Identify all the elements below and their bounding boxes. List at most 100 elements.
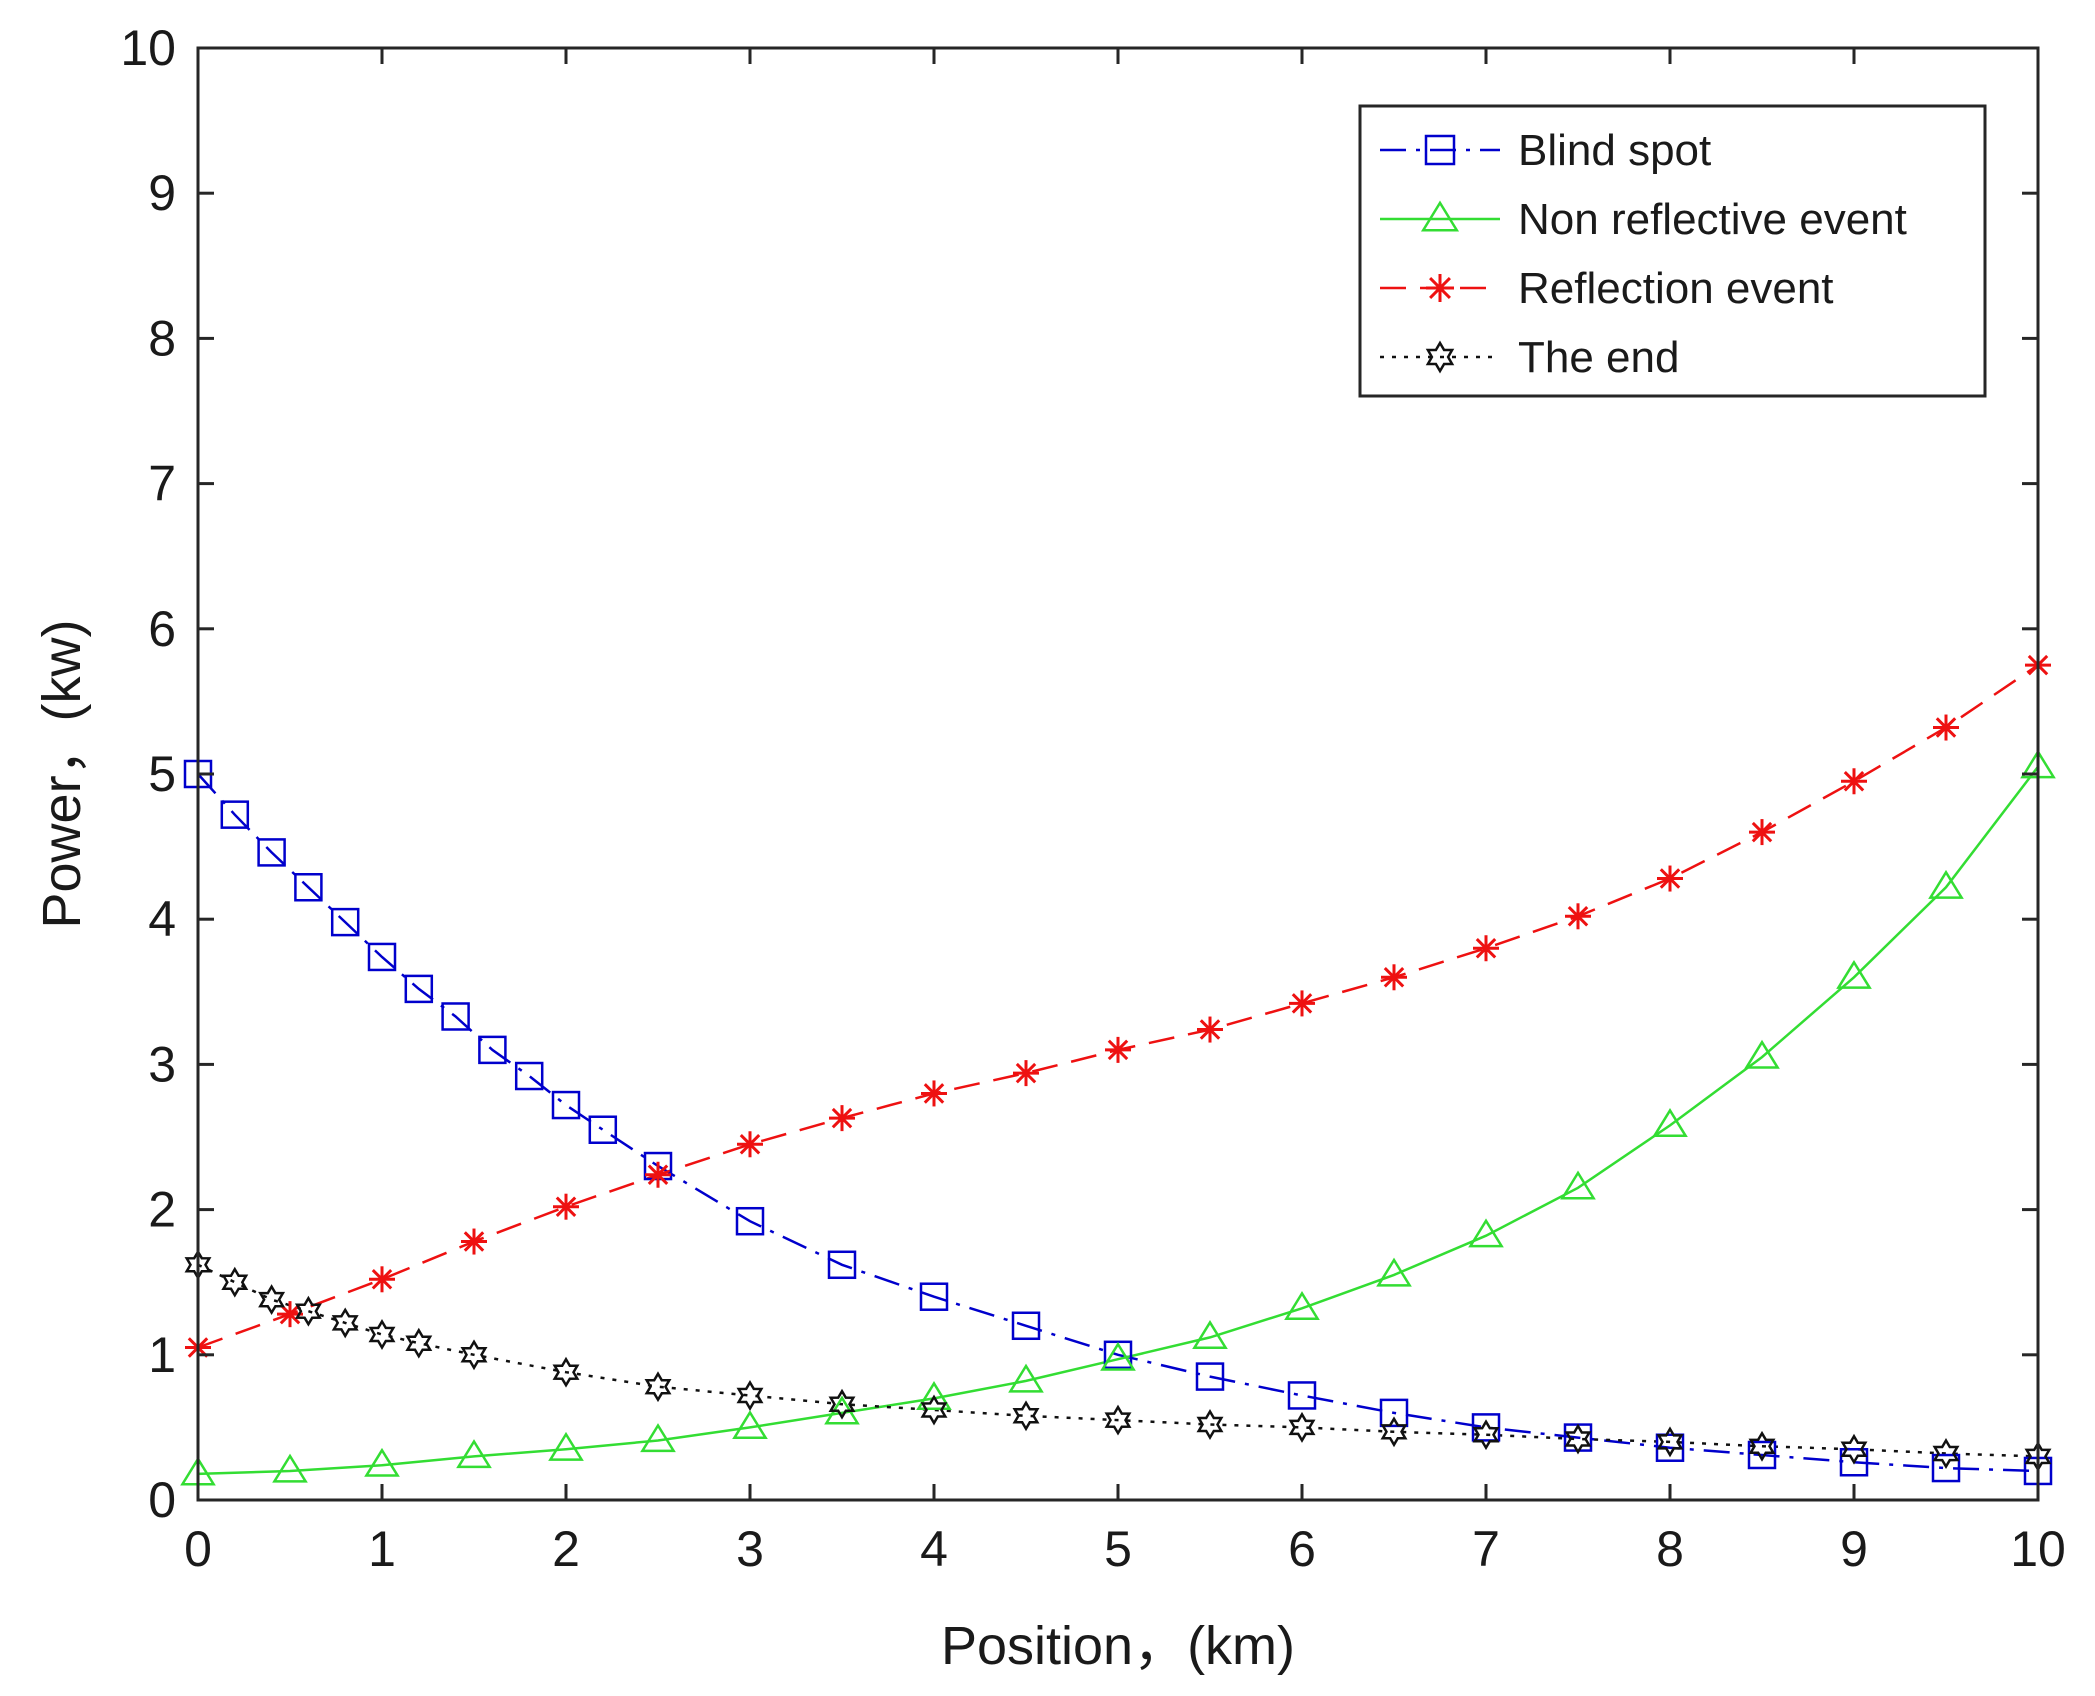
y-tick-label: 3 — [148, 1036, 176, 1092]
data-point-non-reflective-event — [548, 1431, 584, 1461]
data-point-blind-spot — [1379, 1398, 1409, 1428]
x-tick-label: 4 — [920, 1521, 948, 1577]
data-point-reflection-event — [1473, 935, 1499, 962]
data-point-the-end — [644, 1371, 672, 1403]
legend-marker-reflection-event — [1426, 274, 1454, 302]
data-point-reflection-event — [1565, 903, 1591, 930]
series-line-blind-spot — [197, 773, 2039, 1473]
y-axis-title: Power，(kw) — [32, 619, 92, 928]
data-point-the-end — [294, 1295, 322, 1327]
x-tick-label: 9 — [1840, 1521, 1868, 1577]
series-markers — [180, 652, 2056, 1486]
series-markers-the-end — [184, 1249, 2052, 1472]
x-tick-label: 3 — [736, 1521, 764, 1577]
legend-label-non-reflective-event: Non reflective event — [1518, 195, 1907, 244]
data-point-blind-spot — [257, 838, 286, 867]
data-point-reflection-event — [461, 1228, 487, 1255]
legend-marker-non-reflective-event — [1420, 200, 1460, 232]
data-point-the-end — [828, 1388, 856, 1420]
x-tick-label: 0 — [184, 1521, 212, 1577]
x-tick-label: 7 — [1472, 1521, 1500, 1577]
data-point-reflection-event — [645, 1161, 671, 1188]
y-tick-label: 10 — [120, 20, 176, 76]
data-point-blind-spot — [1195, 1362, 1225, 1391]
y-tick-label: 8 — [148, 310, 176, 366]
x-axis-title: Position，(km) — [941, 1616, 1295, 1676]
data-point-the-end — [258, 1284, 286, 1316]
data-point-reflection-event — [1381, 964, 1407, 991]
data-point-blind-spot — [588, 1115, 618, 1144]
data-point-blind-spot — [1655, 1433, 1685, 1462]
legend-marker-the-end — [1425, 340, 1455, 374]
data-point-blind-spot — [514, 1061, 544, 1091]
legend-item-the-end: The end — [1380, 333, 1679, 382]
data-point-non-reflective-event — [364, 1447, 400, 1477]
legend-label-blind-spot: Blind spot — [1518, 126, 1711, 175]
data-point-the-end — [552, 1356, 580, 1388]
data-point-the-end — [221, 1266, 249, 1298]
data-point-the-end — [1932, 1438, 1960, 1469]
data-point-the-end — [1564, 1423, 1592, 1455]
data-point-reflection-event — [921, 1080, 947, 1107]
x-tick-label: 8 — [1656, 1521, 1684, 1577]
data-point-non-reflective-event — [272, 1453, 308, 1483]
data-point-blind-spot — [220, 800, 250, 829]
data-point-non-reflective-event — [1652, 1108, 1688, 1138]
data-point-blind-spot — [1287, 1381, 1317, 1410]
data-point-non-reflective-event — [732, 1410, 768, 1440]
data-point-the-end — [1104, 1404, 1132, 1436]
y-tick-label: 7 — [148, 456, 176, 512]
data-point-non-reflective-event — [1192, 1320, 1228, 1350]
y-tick-label: 6 — [148, 601, 176, 657]
data-point-the-end — [1380, 1416, 1408, 1448]
legend: Blind spot Non reflective event Reflection… — [1358, 104, 1987, 398]
data-point-non-reflective-event — [1100, 1341, 1136, 1371]
data-point-non-reflective-event — [456, 1439, 492, 1469]
data-point-reflection-event — [1749, 819, 1775, 846]
x-axis: 0 1 2 3 4 5 6 7 8 9 10 — [184, 48, 2066, 1577]
data-point-the-end — [1840, 1433, 1868, 1465]
data-point-reflection-event — [1013, 1060, 1039, 1087]
legend-item-reflection-event: Reflection event — [1380, 264, 1834, 313]
data-point-reflection-event — [1657, 865, 1683, 892]
x-tick-label: 6 — [1288, 1521, 1316, 1577]
data-point-blind-spot — [1839, 1447, 1869, 1477]
data-point-the-end — [1288, 1411, 1316, 1443]
data-point-blind-spot — [404, 974, 434, 1004]
data-point-the-end — [1656, 1426, 1684, 1458]
series-line-non-reflective-event — [197, 765, 2039, 1476]
data-point-the-end — [1748, 1430, 1776, 1462]
data-point-the-end — [368, 1319, 396, 1350]
data-point-non-reflective-event — [1008, 1363, 1044, 1393]
data-point-the-end — [405, 1327, 433, 1359]
data-point-blind-spot — [441, 1002, 470, 1031]
legend-item-blind-spot: Blind spot — [1380, 126, 1711, 175]
y-tick-label: 4 — [148, 891, 176, 947]
data-point-blind-spot — [827, 1250, 857, 1280]
data-point-blind-spot — [330, 907, 360, 937]
y-axis: 0 1 2 3 4 5 6 7 8 9 10 — [120, 20, 2038, 1528]
data-point-blind-spot — [1747, 1440, 1777, 1470]
y-tick-label: 5 — [148, 746, 176, 802]
data-point-non-reflective-event — [1284, 1291, 1320, 1320]
data-point-reflection-event — [369, 1266, 395, 1293]
legend-marker-blind-spot — [1424, 134, 1456, 166]
data-point-non-reflective-event — [916, 1381, 952, 1411]
data-point-blind-spot — [551, 1090, 581, 1120]
series-markers-reflection-event — [185, 652, 2051, 1361]
data-point-non-reflective-event — [1376, 1257, 1412, 1287]
data-point-reflection-event — [1105, 1036, 1131, 1063]
data-point-blind-spot — [478, 1035, 507, 1065]
data-point-blind-spot — [1011, 1311, 1041, 1341]
data-point-non-reflective-event — [640, 1423, 676, 1453]
series-line-the-end — [197, 1263, 2039, 1458]
x-tick-label: 2 — [552, 1521, 580, 1577]
data-point-reflection-event — [1289, 990, 1315, 1017]
data-point-the-end — [460, 1339, 488, 1371]
data-point-blind-spot — [367, 942, 397, 972]
data-point-non-reflective-event — [1744, 1039, 1780, 1069]
data-point-blind-spot — [735, 1206, 765, 1236]
x-tick-label: 5 — [1104, 1521, 1132, 1577]
